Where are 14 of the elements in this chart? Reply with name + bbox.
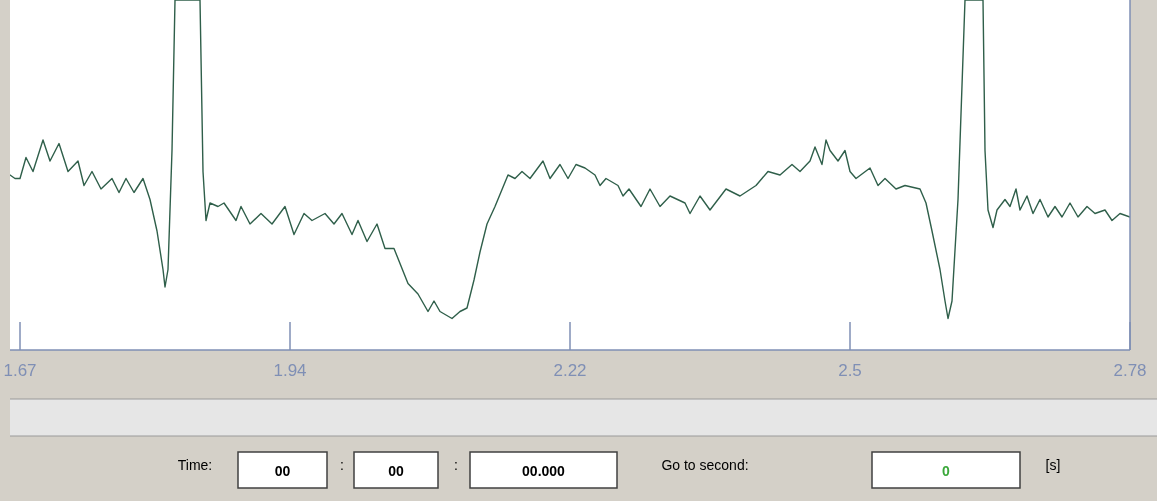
text: : xyxy=(454,457,458,473)
x-tick-label: 2.78 xyxy=(1113,361,1147,380)
text: : xyxy=(340,457,344,473)
x-tick-label: 1.94 xyxy=(273,361,307,380)
text: 0 xyxy=(942,463,951,479)
x-tick-label: 1.67 xyxy=(3,361,37,380)
text: [s] xyxy=(1045,457,1061,473)
x-tick-label: 2.22 xyxy=(553,361,587,380)
x-tick-label: 2.5 xyxy=(838,361,862,380)
text: 00 xyxy=(274,463,291,479)
text: Go to second: xyxy=(661,457,749,473)
text: 00.000 xyxy=(522,463,566,479)
text: Time: xyxy=(177,457,213,473)
text: 00 xyxy=(388,463,404,479)
